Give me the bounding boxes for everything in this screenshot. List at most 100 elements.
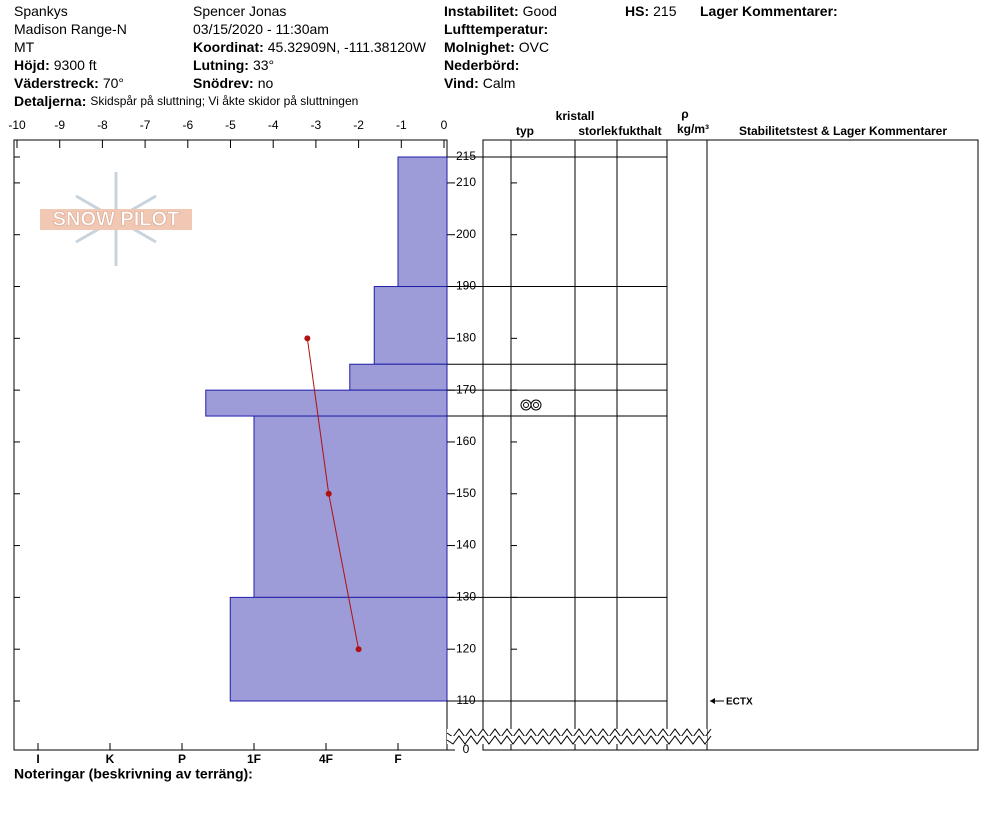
y-tick-label: 170: [456, 382, 476, 396]
y-tick-label: 210: [456, 175, 476, 189]
layer-bar: [349, 363, 448, 391]
header-field: Spankys: [14, 3, 68, 19]
y-tick-label: 160: [456, 434, 476, 448]
logo-text: SNOW PILOT: [53, 208, 180, 230]
y-tick-label: 200: [456, 227, 476, 241]
header-field: HS: 215: [625, 3, 677, 19]
hardness-tick-label: F: [394, 752, 401, 766]
field-value: Spencer Jonas: [193, 3, 286, 19]
field-value: 45.32909N, -111.38120W: [268, 39, 427, 55]
break-mask: [447, 736, 707, 744]
y-tick-label: 150: [456, 486, 476, 500]
y-tick-label: 0: [463, 742, 470, 756]
axis-break: [446, 735, 712, 745]
field-value: Calm: [483, 75, 516, 91]
hardness-tick-label: 1F: [247, 752, 261, 766]
header-field: Nederbörd:: [444, 57, 519, 73]
header-field: Höjd: 9300 ft: [14, 57, 97, 73]
field-value: Skidspår på sluttning; Vi åkte skidor på…: [90, 94, 358, 108]
x-tick-label: -10: [8, 118, 26, 132]
x-tick-label: -8: [97, 118, 108, 132]
field-label: Lutning:: [193, 57, 249, 73]
hardness-tick-label: 4F: [319, 752, 333, 766]
layer-bar: [373, 286, 448, 365]
x-tick-label: -1: [396, 118, 407, 132]
field-value: 70°: [103, 75, 124, 91]
x-tick-label: -9: [54, 118, 65, 132]
x-tick-label: -7: [140, 118, 151, 132]
field-value: Good: [523, 3, 557, 19]
field-label: Molnighet:: [444, 39, 515, 55]
field-label: Detaljerna:: [14, 93, 86, 109]
x-tick-label: -6: [182, 118, 193, 132]
field-value: OVC: [519, 39, 549, 55]
field-value: 9300 ft: [54, 57, 97, 73]
x-tick-label: -2: [353, 118, 364, 132]
x-tick-label: -4: [268, 118, 279, 132]
hardness-tick-label: K: [106, 752, 115, 766]
field-value: MT: [14, 39, 35, 55]
temperature-point: [325, 490, 332, 497]
header-field: Madison Range-N: [14, 21, 127, 37]
y-tick-label: 140: [456, 538, 476, 552]
field-label: Nederbörd:: [444, 57, 519, 73]
field-value: Spankys: [14, 3, 68, 19]
grain-symbol: [520, 399, 542, 411]
hardness-tick-label: I: [36, 752, 39, 766]
field-label: Koordinat:: [193, 39, 264, 55]
field-label: Lager Kommentarer:: [700, 3, 838, 19]
hardness-tick-label: P: [178, 752, 186, 766]
col-header: typ: [516, 124, 534, 138]
axis-break: [446, 728, 712, 738]
layer-bar: [253, 415, 448, 598]
field-value: 215: [653, 3, 677, 19]
header-field: MT: [14, 39, 35, 55]
field-value: no: [258, 75, 274, 91]
arrow-head: [710, 698, 715, 704]
header-field: Lutning: 33°: [193, 57, 274, 73]
table-columns: [510, 140, 708, 750]
field-value: Madison Range-N: [14, 21, 127, 37]
field-value: 03/15/2020 - 11:30am: [193, 21, 329, 37]
field-label: Lufttemperatur:: [444, 21, 548, 37]
notes-label: Noteringar (beskrivning av terräng):: [14, 766, 253, 782]
header-field: Detaljerna: Skidspår på sluttning; Vi åkt…: [14, 93, 358, 109]
col-header: kristall: [556, 109, 595, 123]
field-label: Snödrev:: [193, 75, 254, 91]
col-header: fukthalt: [618, 124, 661, 138]
field-label: Vind:: [444, 75, 479, 91]
col-header: storlek: [578, 124, 618, 138]
break-mask: [447, 729, 707, 737]
col-header: ρ: [681, 107, 688, 121]
y-tick-label: 180: [456, 331, 476, 345]
header-field: 03/15/2020 - 11:30am: [193, 21, 329, 37]
field-label: Instabilitet:: [444, 3, 519, 19]
x-tick-label: -3: [311, 118, 322, 132]
layer-bar: [205, 389, 448, 417]
field-label: Väderstreck:: [14, 75, 99, 91]
header-field: Vind: Calm: [444, 75, 515, 91]
field-value: 33°: [253, 57, 274, 73]
header-field: Koordinat: 45.32909N, -111.38120W: [193, 39, 427, 55]
col-header: kg/m³: [677, 122, 709, 136]
layer-bar: [397, 156, 448, 288]
y-tick-label: 110: [456, 693, 475, 707]
table-frame: [482, 139, 979, 751]
header-field: Väderstreck: 70°: [14, 75, 124, 91]
layer-bar: [229, 596, 448, 702]
header-field: Instabilitet: Good: [444, 3, 557, 19]
field-label: Höjd:: [14, 57, 50, 73]
temperature-point: [355, 646, 362, 653]
header-field: Lufttemperatur:: [444, 21, 548, 37]
field-label: HS:: [625, 3, 649, 19]
logo-band: [40, 209, 192, 230]
y-tick-label: 120: [456, 641, 476, 655]
col-header: Stabilitetstest & Lager Kommentarer: [739, 124, 947, 138]
temperature-point: [304, 335, 311, 342]
header-field: Snödrev: no: [193, 75, 273, 91]
test-label: ECTX: [726, 697, 753, 708]
x-tick-label: 0: [441, 118, 448, 132]
x-tick-label: -5: [225, 118, 236, 132]
header-field: Lager Kommentarer:: [700, 3, 838, 19]
